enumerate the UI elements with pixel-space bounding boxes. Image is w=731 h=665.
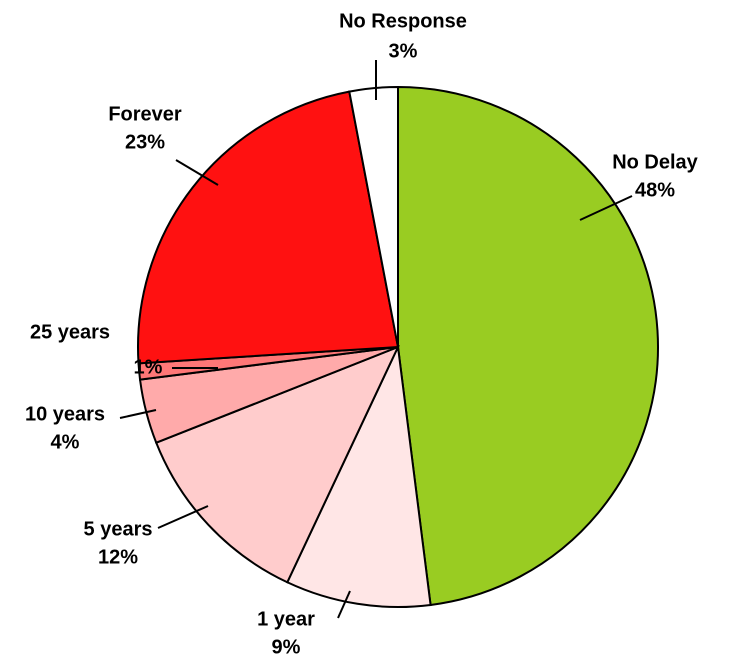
slice-label: 5 years (84, 518, 153, 540)
value-label: 48% (635, 179, 675, 201)
leader-line (119, 409, 157, 419)
value-label: 12% (98, 546, 138, 568)
pie-slice (397, 85, 659, 607)
leader-line (337, 590, 351, 619)
value-label: 9% (272, 636, 301, 658)
value-label: 4% (51, 431, 80, 453)
slice-label: No Delay (612, 151, 698, 173)
pie-slice (348, 85, 399, 348)
value-label: 3% (389, 40, 418, 62)
value-label: 1% (134, 356, 163, 378)
value-label: 23% (125, 131, 165, 153)
leader-line (157, 505, 209, 529)
slice-label: 25 years (30, 321, 110, 343)
pie-slice (154, 345, 400, 584)
slice-label: Forever (108, 103, 182, 125)
slice-label: No Response (339, 10, 467, 32)
pie-slice (285, 343, 432, 608)
leader-line (175, 159, 219, 186)
leader-line (579, 195, 633, 221)
slice-label: 10 years (25, 403, 105, 425)
pie-slice (137, 90, 400, 365)
slice-label: 1 year (257, 608, 315, 630)
